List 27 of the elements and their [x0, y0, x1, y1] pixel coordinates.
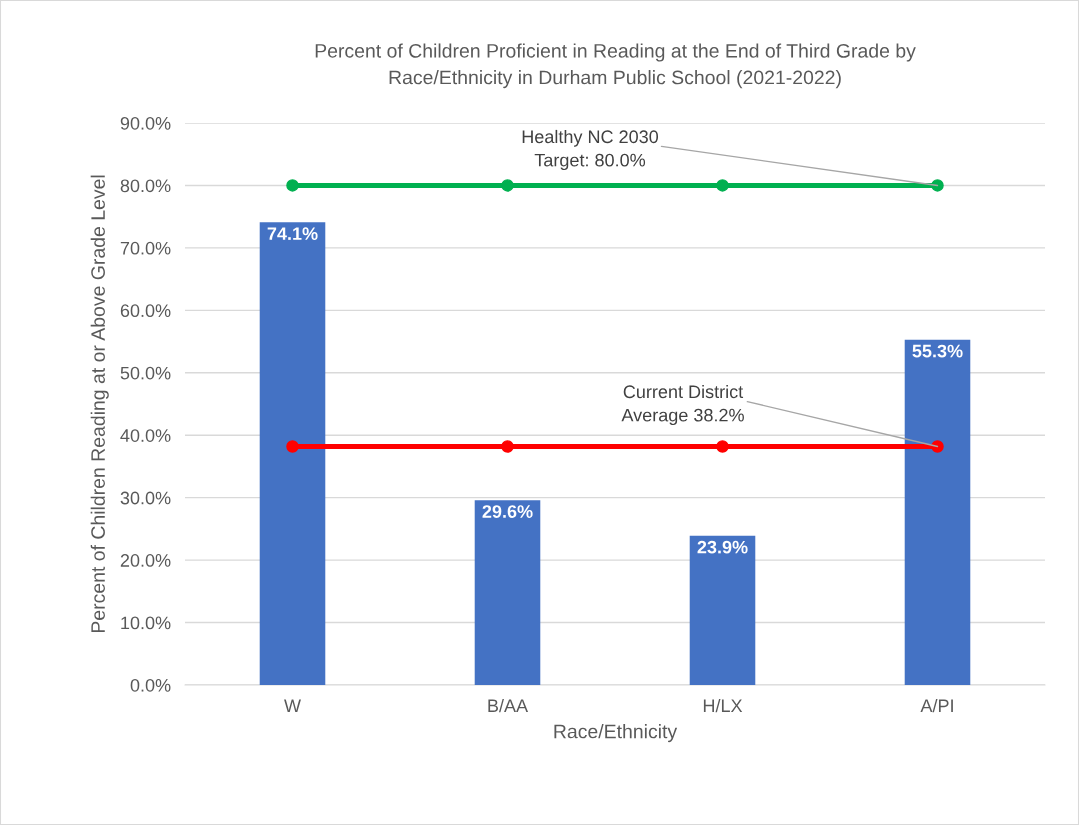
- y-tick-label: 50.0%: [120, 366, 171, 380]
- chart-title: Percent of Children Proficient in Reading at the End of Third Grade by Race/Ethnicity in Durham Public School (2021-2022): [315, 43, 916, 89]
- y-tick-label: 0.0%: [130, 678, 171, 692]
- x-tick-label: H/LX: [703, 698, 743, 713]
- y-tick-label: 90.0%: [120, 116, 171, 130]
- bar: [689, 535, 756, 685]
- y-tick-label: 20.0%: [120, 554, 171, 567]
- bar: [259, 222, 326, 685]
- y-tick-label: 10.0%: [121, 616, 171, 630]
- data-label: 55.3%: [912, 344, 963, 358]
- bar: [904, 339, 971, 685]
- y-tick-label: 70.0%: [120, 241, 171, 255]
- y-axis-title: Percent of Children Reading at or Above Grade Level: [90, 175, 109, 633]
- data-label: 23.9%: [697, 540, 748, 554]
- y-tick-label: 40.0%: [120, 429, 171, 442]
- annotation: Current District Average 38.2%: [621, 384, 744, 426]
- x-tick-label: A/PI: [920, 698, 953, 713]
- annotation: Healthy NC 2030 Target: 80.0%: [522, 129, 659, 171]
- y-tick-label: 30.0%: [120, 491, 171, 505]
- x-tick-label: W: [284, 699, 301, 712]
- data-label: 29.6%: [482, 505, 533, 518]
- bar: [474, 500, 541, 685]
- x-tick-label: B/AA: [488, 698, 529, 713]
- y-tick-label: 60.0%: [120, 304, 171, 318]
- x-axis-title: Race/Ethnicity: [554, 724, 678, 743]
- data-label: 74.1%: [267, 227, 318, 241]
- y-tick-label: 80.0%: [120, 179, 171, 193]
